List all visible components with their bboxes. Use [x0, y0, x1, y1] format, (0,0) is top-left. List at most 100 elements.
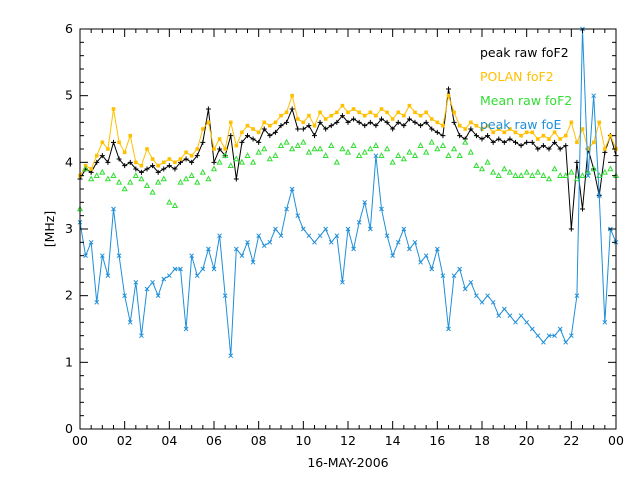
data-point [356, 152, 363, 158]
data-point [83, 253, 88, 259]
data-point [536, 137, 540, 141]
data-point [379, 107, 384, 111]
data-point [189, 153, 194, 158]
data-point [368, 110, 373, 115]
data-point [115, 178, 123, 185]
data-point [245, 239, 250, 245]
data-point [480, 127, 484, 131]
data-point [591, 93, 597, 99]
data-point [255, 148, 262, 155]
data-point [441, 123, 445, 128]
data-point [122, 163, 128, 169]
data-point [211, 266, 217, 272]
data-point [546, 146, 552, 152]
data-point [122, 293, 128, 299]
data-point [223, 147, 227, 151]
data-point [318, 110, 322, 115]
data-point [289, 145, 296, 152]
data-point [484, 158, 491, 165]
data-point [362, 199, 368, 205]
data-point [451, 119, 457, 125]
data-point [106, 147, 110, 151]
data-point [418, 123, 424, 129]
x-tick-label: 10 [295, 433, 311, 448]
x-tick-label: 00 [72, 433, 88, 448]
data-point [339, 145, 346, 152]
data-point [261, 145, 268, 152]
x-tick-label: 20 [519, 433, 535, 448]
data-point [199, 168, 206, 175]
data-point [580, 127, 585, 131]
data-point [395, 119, 401, 125]
data-point [334, 233, 340, 239]
data-point [195, 147, 200, 151]
data-point [351, 116, 357, 122]
data-point [89, 167, 93, 171]
data-point [602, 319, 608, 325]
data-point [575, 140, 579, 145]
data-point [222, 293, 228, 299]
data-point [94, 153, 99, 158]
data-point [344, 148, 352, 155]
data-point [323, 117, 328, 121]
data-point [228, 133, 234, 139]
data-point [138, 169, 144, 175]
data-point [473, 133, 479, 139]
data-point [350, 142, 357, 148]
data-point [212, 147, 216, 151]
data-point [272, 129, 278, 135]
data-point [501, 139, 507, 145]
data-point [502, 130, 507, 135]
data-point [206, 246, 211, 252]
data-point [329, 113, 334, 118]
data-point [261, 243, 267, 249]
data-point [496, 127, 501, 131]
data-point [138, 175, 145, 182]
data-point [328, 142, 335, 148]
data-point [99, 168, 106, 175]
data-point [434, 246, 440, 252]
data-point [485, 133, 491, 139]
data-point [367, 145, 374, 152]
data-point [574, 293, 580, 299]
data-point [411, 152, 419, 158]
data-point [93, 172, 100, 178]
data-point [557, 172, 564, 178]
data-point [267, 133, 273, 139]
data-point [256, 139, 262, 145]
series-4 [77, 26, 619, 359]
series-2 [78, 93, 618, 178]
data-point [155, 178, 162, 185]
data-point [183, 156, 189, 162]
data-point [513, 130, 518, 135]
data-point [116, 156, 122, 162]
data-point [367, 226, 373, 232]
data-point [172, 266, 178, 272]
legend: peak raw foF2 POLAN foF2 Mean raw foF2 peak… [480, 45, 572, 132]
data-point [597, 120, 602, 125]
y-axis: 0 1 2 3 4 5 6 [65, 21, 616, 436]
data-point [94, 159, 100, 165]
x-tick-label: 22 [563, 433, 579, 448]
data-point [306, 233, 312, 239]
data-point [418, 113, 423, 118]
data-point [383, 145, 391, 152]
data-point [134, 160, 138, 165]
data-point [473, 162, 480, 168]
data-point [429, 126, 435, 132]
data-point [307, 113, 311, 118]
data-point [94, 299, 100, 305]
data-point [127, 159, 133, 165]
x-tick-label: 18 [474, 433, 490, 448]
data-point [541, 339, 546, 345]
data-point [300, 126, 306, 132]
data-point [294, 142, 301, 148]
x-tick-label: 02 [117, 433, 133, 448]
data-point [439, 142, 447, 148]
x-tick-label: 08 [251, 433, 267, 448]
data-point [495, 172, 502, 178]
data-point [468, 126, 474, 132]
data-point [249, 158, 257, 165]
data-point [406, 148, 413, 155]
data-point [591, 140, 596, 145]
